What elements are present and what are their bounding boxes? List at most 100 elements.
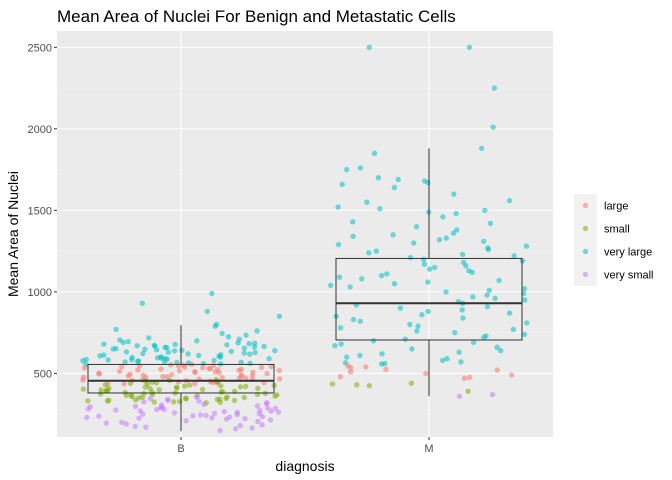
point-very-large [204, 308, 210, 315]
point-very-small [171, 410, 178, 416]
point-very-large [225, 334, 232, 340]
point-very-small [203, 412, 209, 419]
point-very-large [366, 44, 372, 50]
point-small [129, 393, 135, 400]
point-large [119, 364, 125, 370]
point-very-large [212, 323, 218, 329]
point-large [96, 371, 102, 377]
point-very-large [224, 342, 230, 348]
point-very-large [496, 277, 502, 284]
point-very-large [432, 264, 438, 271]
point-very-large [337, 325, 344, 331]
point-very-large [179, 347, 185, 353]
point-very-large [228, 348, 234, 355]
point-very-large [219, 330, 225, 337]
point-very-large [328, 282, 334, 289]
point-very-large [171, 348, 178, 354]
point-small [186, 382, 193, 388]
legend-key-very-large [582, 248, 589, 255]
point-very-large [211, 357, 217, 364]
point-very-large [110, 346, 116, 352]
point-very-large [458, 359, 464, 365]
point-large [258, 364, 265, 371]
legend-label-small: small [604, 224, 630, 236]
point-very-large [238, 359, 244, 365]
point-very-small [143, 424, 149, 430]
point-very-large [344, 354, 350, 360]
point-very-large [411, 240, 417, 246]
point-very-large [510, 326, 516, 333]
point-small [199, 386, 206, 393]
x-tick-label: M [424, 443, 433, 455]
point-very-small [223, 416, 230, 422]
point-very-large [247, 351, 253, 357]
point-very-large [391, 281, 398, 287]
point-very-small [136, 415, 142, 421]
legend-key-very-small [582, 271, 589, 278]
point-very-large [134, 343, 140, 349]
point-small [156, 387, 162, 393]
point-very-large [247, 360, 253, 366]
point-very-large [266, 356, 272, 362]
point-large [264, 370, 270, 377]
point-very-large [407, 321, 413, 328]
point-very-small [123, 421, 129, 427]
point-small [80, 386, 87, 392]
point-very-large [120, 339, 127, 346]
point-very-large [359, 276, 365, 282]
point-very-large [395, 176, 401, 183]
point-very-large [122, 359, 128, 365]
point-very-large [444, 356, 450, 362]
point-large [207, 366, 214, 372]
point-very-large [459, 307, 465, 313]
point-small [177, 398, 183, 405]
point-very-large [146, 335, 152, 341]
legend-key-background [574, 194, 597, 286]
point-very-large [378, 272, 385, 279]
point-very-small [140, 411, 146, 417]
point-very-large [491, 85, 498, 91]
point-large [337, 374, 344, 380]
point-very-large [470, 294, 476, 300]
point-very-large [185, 351, 191, 357]
legend-label-very-large: very large [604, 247, 652, 259]
point-very-small [267, 417, 274, 423]
point-small [329, 381, 336, 387]
point-very-large [276, 313, 283, 319]
legend-key-small [582, 225, 589, 232]
point-very-large [370, 338, 377, 344]
point-large [176, 368, 183, 374]
point-small [241, 394, 247, 401]
point-very-large [451, 191, 457, 197]
point-very-large [450, 230, 457, 236]
point-very-large [339, 181, 345, 187]
point-very-large [481, 238, 487, 244]
point-very-large [347, 284, 353, 290]
point-very-large [194, 338, 200, 344]
point-large [347, 369, 354, 375]
point-very-large [407, 254, 414, 261]
point-very-large [452, 329, 458, 336]
point-very-large [378, 361, 385, 367]
point-small [408, 380, 415, 386]
point-small [127, 380, 134, 387]
point-very-large [217, 354, 224, 360]
point-very-large [436, 237, 443, 243]
point-very-large [440, 214, 446, 220]
point-very-large [162, 359, 168, 365]
point-small [85, 398, 91, 404]
point-very-large [439, 357, 446, 364]
point-very-large [453, 210, 459, 217]
point-very-large [482, 207, 488, 214]
point-very-large [484, 303, 491, 310]
point-very-small [190, 413, 196, 419]
point-large [169, 371, 175, 378]
point-very-large [466, 44, 473, 50]
point-large [466, 374, 473, 381]
y-axis-title: Mean Area of Nuclei [5, 171, 21, 297]
point-very-large [511, 253, 517, 259]
point-very-large [165, 349, 171, 355]
point-large [216, 370, 222, 376]
point-very-large [414, 328, 420, 334]
